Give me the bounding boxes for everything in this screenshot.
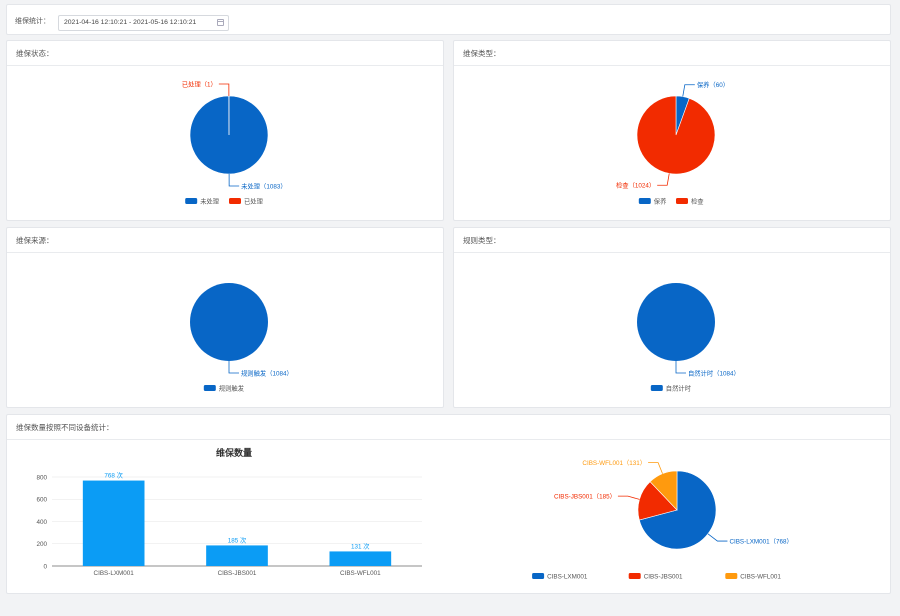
pie-chart-type: 保养（60） 检查（1024） 保养 检查 xyxy=(616,80,729,205)
leader-line xyxy=(228,173,240,187)
bar-CIBS-WFL001[interactable] xyxy=(329,551,392,566)
pie-chart-device: CIBS-LXM001（768） CIBS-JBS001（185） CIBS-WFL… xyxy=(532,460,793,580)
legend-label[interactable]: CIBS-WFL001 xyxy=(740,573,781,580)
pie-chart-status: 未处理（1083） 已处理（1） 未处理 已处理 xyxy=(182,79,287,205)
calendar-icon[interactable] xyxy=(217,19,224,26)
x-tick-label: CIBS-WFL001 xyxy=(340,570,381,577)
y-tick-label: 200 xyxy=(36,541,47,548)
bar-data-label: 768 次 xyxy=(104,471,123,480)
filter-bar: 维保统计： 2021-04-16 12:10:21 - 2021-05-16 1… xyxy=(6,4,891,35)
panel-title: 规则类型： xyxy=(454,228,890,253)
filter-label: 维保统计： xyxy=(15,18,50,25)
leader-line xyxy=(657,173,670,186)
leader-line xyxy=(228,361,239,374)
leader-line xyxy=(675,361,686,374)
leader-line xyxy=(707,533,728,542)
leader-line xyxy=(218,83,230,97)
y-tick-label: 600 xyxy=(36,497,47,504)
legend-swatch[interactable] xyxy=(725,573,738,579)
pie-label: CIBS-WFL001（131） xyxy=(582,460,646,467)
pie-chart-rule: 自然计时（1084） 自然计时 xyxy=(637,283,740,392)
leader-line xyxy=(682,84,695,97)
panel-title: 维保数量按照不同设备统计： xyxy=(7,415,890,440)
legend-swatch[interactable] xyxy=(229,198,241,204)
legend-swatch[interactable] xyxy=(676,198,688,204)
legend-swatch[interactable] xyxy=(532,573,545,579)
leader-line xyxy=(648,462,663,474)
legend-swatch[interactable] xyxy=(628,573,641,579)
chart-title: 维保数量 xyxy=(216,447,252,458)
x-tick-label: CIBS-JBS001 xyxy=(218,570,257,577)
y-tick-label: 800 xyxy=(36,474,47,481)
panel-maintenance-type: 维保类型： 保养（60） 检查（1024） 保养 检查 xyxy=(453,40,891,221)
pie-chart-source: 规则触发（1084） 规则触发 xyxy=(190,283,293,392)
pie-label: 保养（60） xyxy=(697,80,729,89)
pie-slice-CIBS-JBS001[interactable] xyxy=(637,481,678,521)
pie-label: 已处理（1） xyxy=(182,79,217,88)
pie-label: 检查（1024） xyxy=(616,181,655,190)
pie-label: CIBS-JBS001（185） xyxy=(554,493,616,500)
legend-swatch[interactable] xyxy=(638,198,651,204)
legend-label[interactable]: 规则触发 xyxy=(219,383,245,392)
panel-maintenance-status: 维保状态： 未处理（1083） 已处理（1） 未处理 已处理 xyxy=(6,40,444,221)
legend-label[interactable]: 未处理 xyxy=(200,196,220,205)
bar-CIBS-LXM001[interactable] xyxy=(82,480,145,566)
pie-slice-规则触发[interactable] xyxy=(190,283,268,361)
legend-swatch[interactable] xyxy=(185,198,198,204)
leader-line xyxy=(617,495,640,500)
panel-title: 维保状态： xyxy=(7,41,443,66)
pie-label: 规则触发（1084） xyxy=(241,368,293,377)
panel-title: 维保类型： xyxy=(454,41,890,66)
panel-maintenance-source: 维保来源： 规则触发（1084） 规则触发 xyxy=(6,227,444,408)
date-range-value: 2021-04-16 12:10:21 - 2021-05-16 12:10:2… xyxy=(64,19,197,26)
x-tick-label: CIBS-LXM001 xyxy=(94,570,135,577)
legend-swatch[interactable] xyxy=(650,385,663,391)
pie-label: CIBS-LXM001（768） xyxy=(729,538,792,545)
legend-label[interactable]: CIBS-JBS001 xyxy=(644,573,683,580)
pie-slice-CIBS-LXM001[interactable] xyxy=(638,470,717,550)
pie-slice-检查[interactable] xyxy=(636,95,716,175)
legend-label[interactable]: 已处理 xyxy=(244,196,264,205)
legend-label[interactable]: 保养 xyxy=(654,196,667,205)
legend-label[interactable]: 检查 xyxy=(691,196,704,205)
legend-label[interactable]: CIBS-LXM001 xyxy=(547,573,588,580)
pie-label: 未处理（1083） xyxy=(241,181,287,190)
date-range-input[interactable]: 2021-04-16 12:10:21 - 2021-05-16 12:10:2… xyxy=(58,15,229,31)
bar-data-label: 131 次 xyxy=(351,541,370,550)
bar-chart-device: 维保数量 0 200 400 600 800 768 次 CIBS-LXM001 185 次 CI… xyxy=(36,447,422,577)
panel-title: 维保来源： xyxy=(7,228,443,253)
pie-label: 自然计时（1084） xyxy=(688,368,740,377)
panel-device-stats: 维保数量按照不同设备统计： 维保数量 0 200 400 600 800 768 次 CIBS… xyxy=(6,414,891,594)
bar-CIBS-JBS001[interactable] xyxy=(206,545,268,566)
pie-slice-自然计时[interactable] xyxy=(637,283,715,361)
y-tick-label: 400 xyxy=(36,519,47,526)
legend-label[interactable]: 自然计时 xyxy=(666,383,692,392)
panel-rule-type: 规则类型： 自然计时（1084） 自然计时 xyxy=(453,227,891,408)
bar-data-label: 185 次 xyxy=(228,535,247,544)
legend-swatch[interactable] xyxy=(203,385,216,391)
y-tick-label: 0 xyxy=(43,563,47,570)
